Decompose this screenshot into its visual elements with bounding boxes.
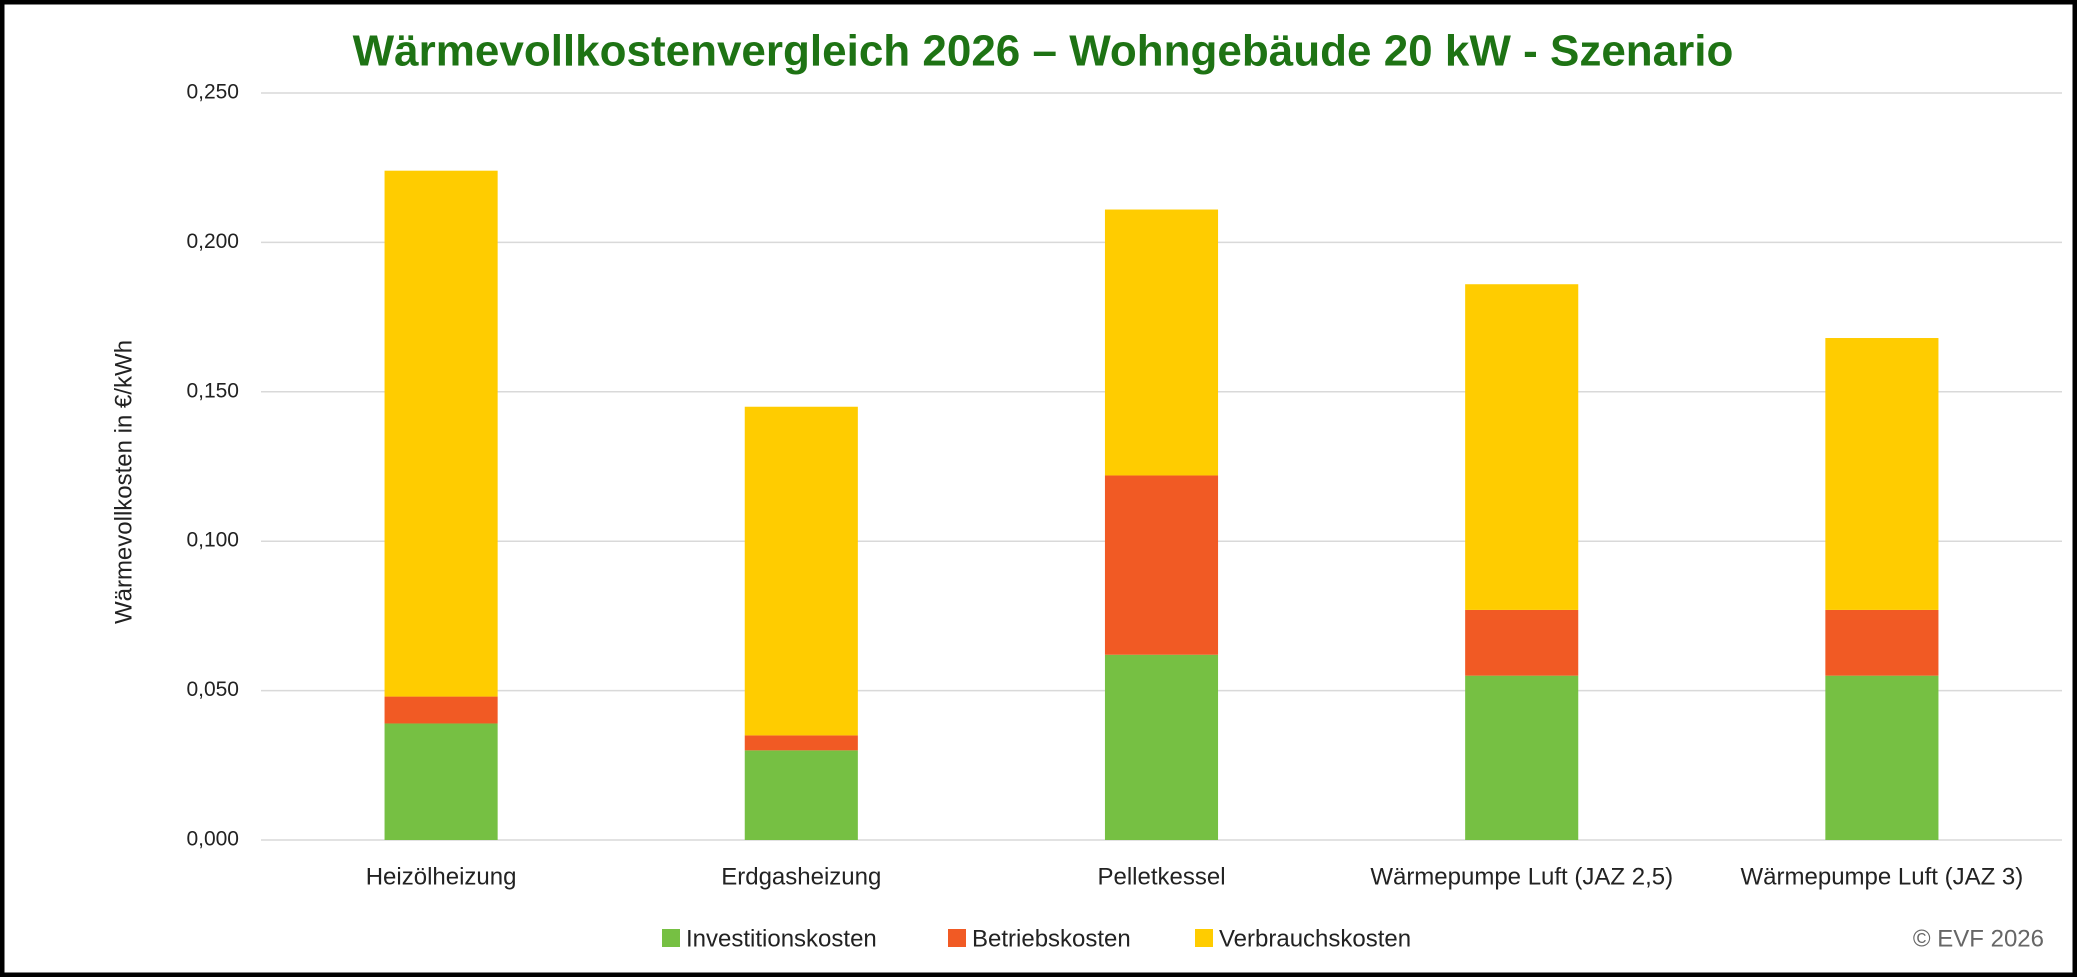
bar-segment — [744, 406, 858, 736]
x-tick-label: Wärmepumpe Luft (JAZ 2,5) — [1370, 863, 1673, 890]
legend-label: Verbrauchskosten — [1219, 925, 1411, 952]
x-tick-label: Pelletkessel — [1097, 863, 1225, 890]
y-tick-label: 0,150 — [186, 379, 239, 402]
legend-swatch — [948, 929, 966, 947]
bar-segment — [384, 723, 498, 840]
y-tick-label: 0,000 — [186, 828, 239, 851]
bar-segment — [384, 170, 498, 697]
y-tick-label: 0,250 — [186, 81, 239, 104]
legend-label: Investitionskosten — [686, 925, 877, 952]
y-tick-label: 0,050 — [186, 678, 239, 701]
y-tick-label: 0,200 — [186, 230, 239, 253]
bar-segment — [1825, 609, 1939, 676]
y-axis-label: Wärmevollkosten in €/kWh — [110, 340, 137, 624]
legend-label: Betriebskosten — [972, 925, 1131, 952]
bar-segment — [1104, 209, 1219, 476]
chart-title: Wärmevollkostenvergleich 2026 – Wohngebä… — [353, 27, 1734, 76]
bar-segment — [1825, 338, 1939, 610]
copyright: © EVF 2026 — [1913, 925, 2044, 952]
bar-segment — [1465, 284, 1579, 610]
bar-segment — [744, 735, 858, 751]
bar-segment — [744, 750, 858, 840]
bar-segment — [1104, 654, 1219, 840]
x-tick-label: Erdgasheizung — [721, 863, 881, 890]
bar-segment — [1825, 675, 1939, 840]
x-tick-label: Heizölheizung — [366, 863, 517, 890]
y-tick-label: 0,100 — [186, 529, 239, 552]
bar-segment — [1465, 609, 1579, 676]
legend-swatch — [1195, 929, 1213, 947]
bar-segment — [384, 696, 498, 724]
bar-segment — [1104, 475, 1219, 655]
legend-swatch — [662, 929, 680, 947]
bar-segment — [1465, 675, 1579, 840]
x-tick-label: Wärmepumpe Luft (JAZ 3) — [1741, 863, 2024, 890]
